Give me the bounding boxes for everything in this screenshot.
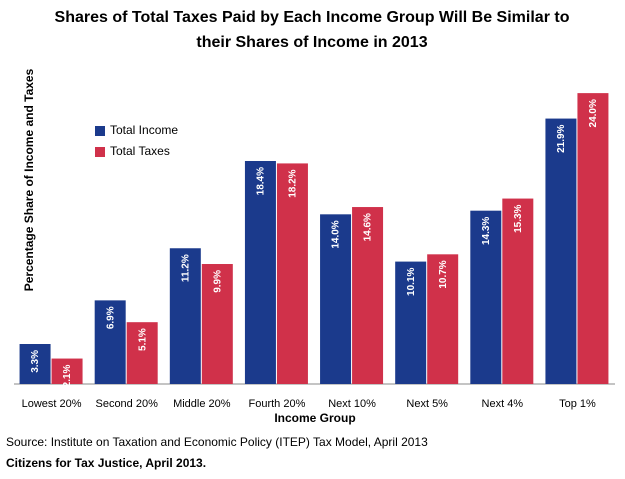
- bar: [470, 210, 502, 384]
- source-note: Source: Institute on Taxation and Econom…: [6, 435, 428, 449]
- bar: [51, 358, 83, 384]
- bar: [126, 322, 158, 384]
- chart-title: Shares of Total Taxes Paid by Each Incom…: [55, 9, 570, 26]
- value-label: 6.9%: [105, 306, 116, 329]
- value-label: 5.1%: [137, 328, 148, 351]
- value-label: 14.0%: [331, 220, 342, 248]
- x-tick-label: Next 5%: [406, 398, 448, 410]
- x-tick-label: Top 1%: [559, 398, 596, 410]
- value-label: 18.4%: [256, 167, 267, 195]
- value-label: 10.7%: [438, 260, 449, 288]
- bar: [169, 248, 201, 384]
- credit-note: Citizens for Tax Justice, April 2013.: [6, 456, 206, 470]
- bar: [545, 118, 577, 385]
- bar: [19, 344, 51, 384]
- bar: [244, 160, 276, 384]
- value-label: 14.3%: [481, 217, 492, 245]
- value-label: 9.9%: [212, 270, 223, 293]
- bar: [320, 214, 352, 384]
- value-label: 11.2%: [180, 254, 191, 282]
- x-tick-label: Middle 20%: [173, 398, 231, 410]
- value-label: 2.1%: [62, 364, 73, 387]
- x-axis-label: Income Group: [274, 411, 355, 425]
- bar: [352, 207, 384, 384]
- value-label: 15.3%: [513, 204, 524, 232]
- bar: [577, 93, 609, 385]
- value-label: 24.0%: [588, 99, 599, 127]
- legend-swatch: [95, 147, 105, 157]
- legend-label: Total Taxes: [110, 144, 170, 158]
- x-tick-label: Lowest 20%: [22, 398, 82, 410]
- x-tick-label: Second 20%: [95, 398, 158, 410]
- bar: [94, 300, 126, 384]
- bar: [276, 163, 308, 384]
- value-label: 21.9%: [556, 124, 567, 152]
- bar: [502, 198, 534, 384]
- x-tick-label: Next 4%: [482, 398, 524, 410]
- bar: [201, 264, 233, 384]
- value-label: 3.3%: [30, 350, 41, 373]
- y-axis-label: Percentage Share of Income and Taxes: [22, 68, 36, 291]
- legend-label: Total Income: [110, 123, 178, 137]
- value-label: 10.1%: [406, 267, 417, 295]
- chart-title: their Shares of Income in 2013: [196, 34, 427, 51]
- legend-swatch: [95, 126, 105, 136]
- x-tick-label: Next 10%: [328, 398, 376, 410]
- x-tick-label: Fourth 20%: [249, 398, 306, 410]
- bar: [427, 254, 459, 384]
- bar: [395, 261, 427, 384]
- value-label: 14.6%: [363, 213, 374, 241]
- value-label: 18.2%: [288, 169, 299, 197]
